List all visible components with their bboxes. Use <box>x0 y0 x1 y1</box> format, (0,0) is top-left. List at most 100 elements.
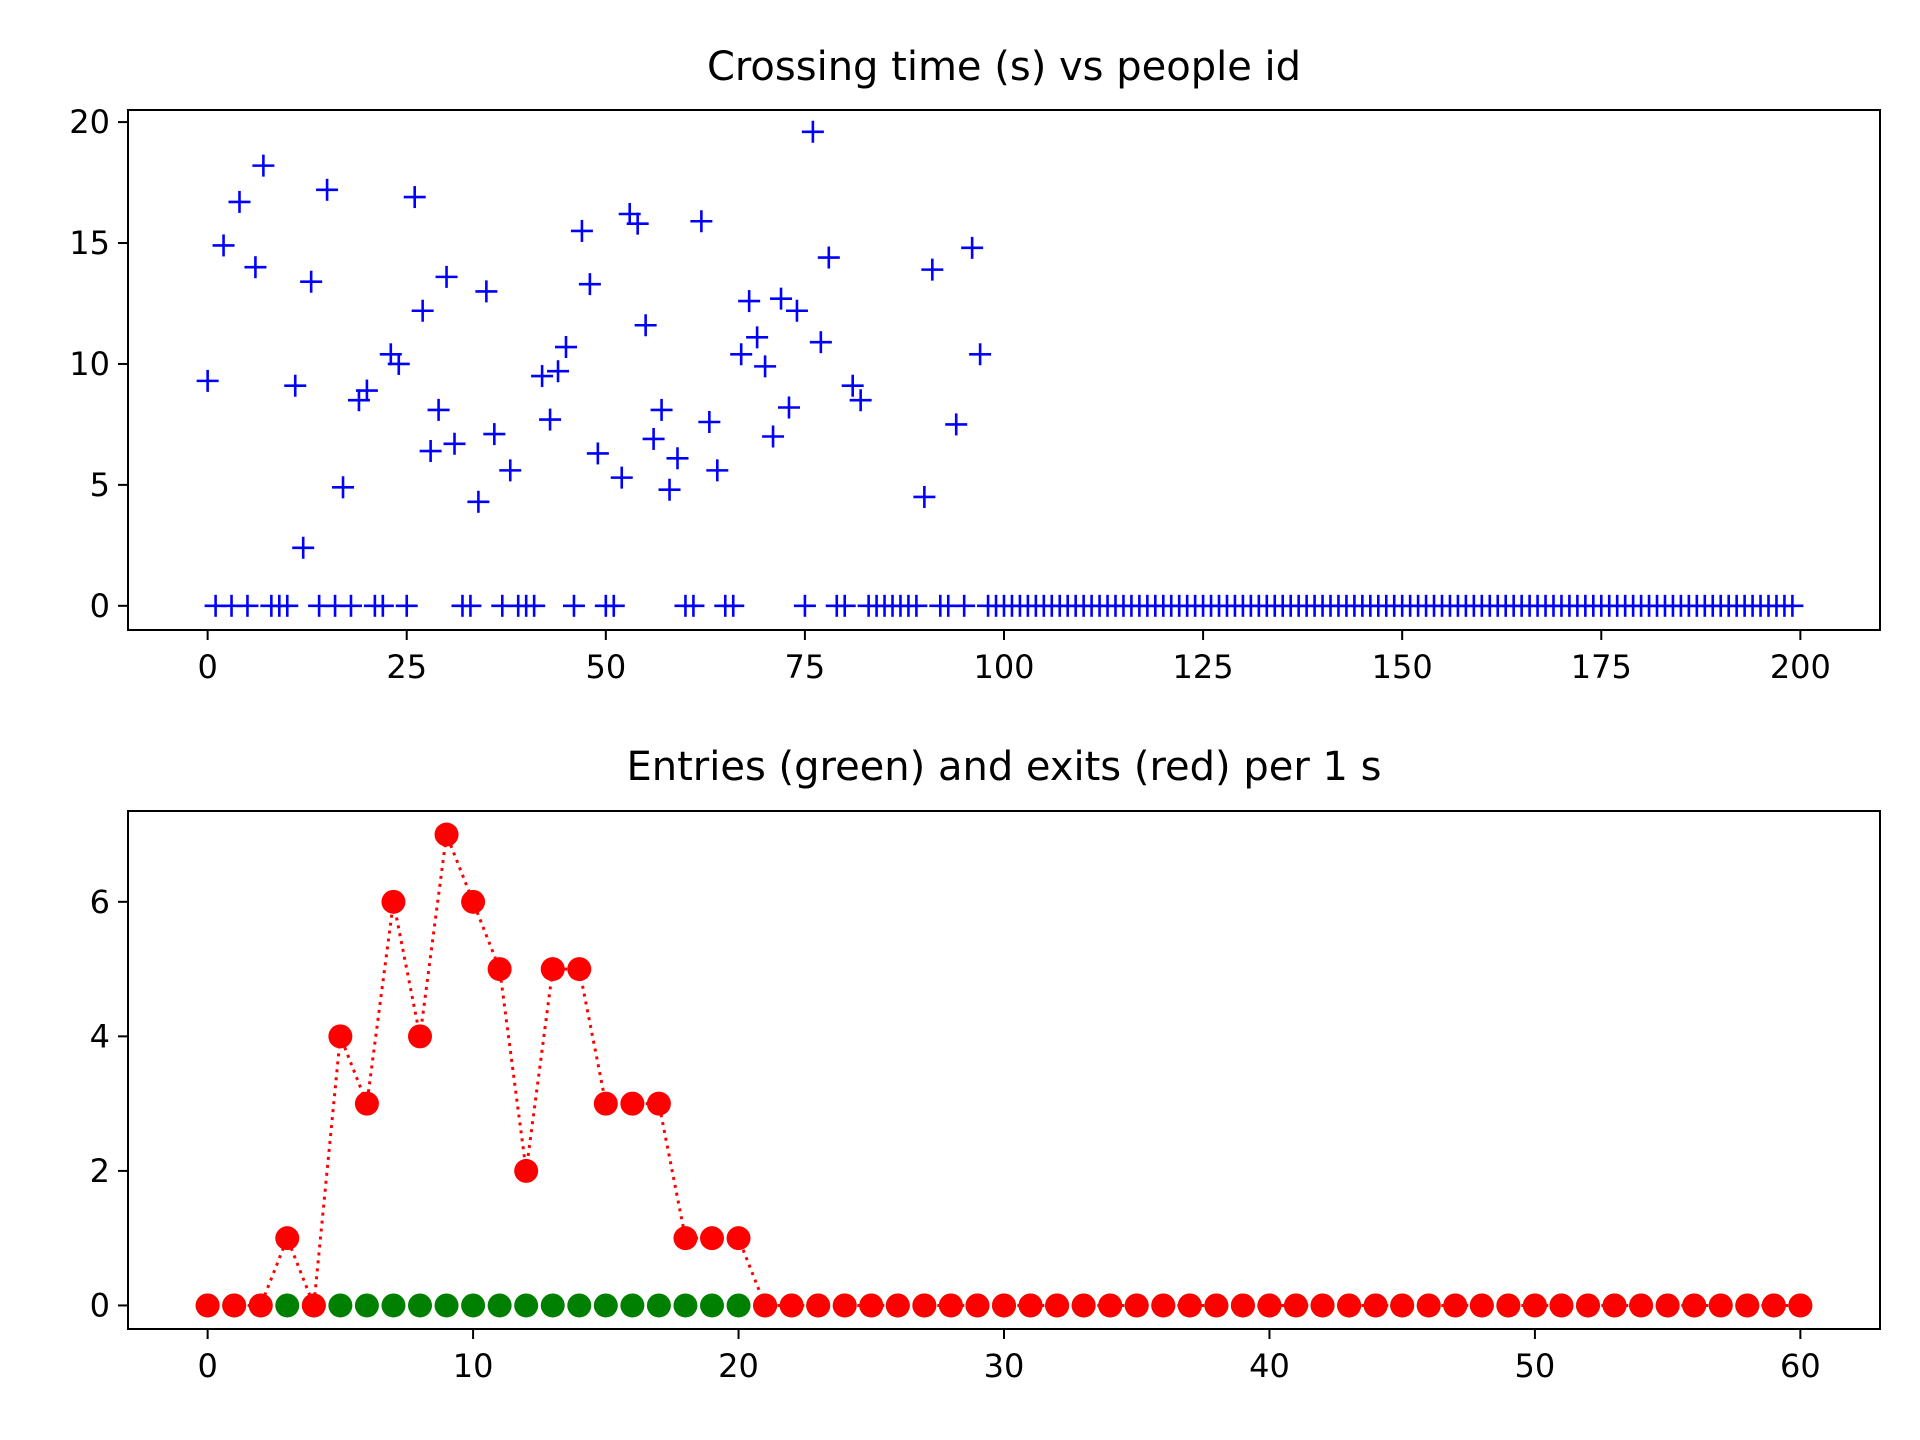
scatter-plot-frame <box>127 109 1881 631</box>
entries-point <box>328 1293 353 1318</box>
scatter-point <box>419 440 442 463</box>
exits-point <box>354 1091 379 1116</box>
scatter-point <box>770 287 793 310</box>
scatter-x-axis: 0 25 50 75 100 125 150 175 200 <box>197 630 1831 686</box>
y-tick-label: 10 <box>69 345 110 383</box>
scatter-y-axis: 0 5 10 15 20 <box>69 103 128 625</box>
exits-point <box>779 1293 804 1318</box>
exits-point <box>1018 1293 1043 1318</box>
scatter-point <box>371 594 394 617</box>
scatter-point <box>523 594 546 617</box>
entries-point <box>700 1293 724 1318</box>
exits-point <box>248 1293 273 1318</box>
exits-point <box>1310 1293 1335 1318</box>
scatter-point <box>539 408 562 431</box>
scatter-point <box>435 265 458 288</box>
x-tick-label: 25 <box>386 648 427 686</box>
entries-point <box>673 1293 698 1318</box>
exits-point <box>1761 1293 1786 1318</box>
scatter-point <box>833 594 856 617</box>
scatter-point <box>706 459 729 482</box>
scatter-point <box>817 246 840 269</box>
scatter-point <box>570 219 593 242</box>
scatter-point <box>682 594 705 617</box>
line-plot-frame <box>127 810 1881 1330</box>
exits-point <box>1124 1293 1149 1318</box>
scatter-point <box>387 352 410 375</box>
scatter-point <box>300 270 323 293</box>
entries-point <box>540 1293 565 1318</box>
exits-point <box>1045 1293 1070 1318</box>
scatter-point <box>332 476 355 499</box>
entries-point <box>275 1293 300 1318</box>
exits-point <box>301 1293 326 1318</box>
scatter-point <box>212 234 235 257</box>
x-tick-label: 75 <box>785 648 826 686</box>
scatter-point <box>849 389 872 412</box>
scatter-point <box>809 331 832 354</box>
exits-point <box>938 1293 963 1318</box>
x-tick-label: 150 <box>1372 648 1433 686</box>
scatter-point <box>762 425 785 448</box>
scatter-point <box>658 478 681 501</box>
exits-point <box>1284 1293 1308 1318</box>
scatter-point <box>642 427 665 450</box>
scatter-point <box>531 365 554 388</box>
exits-point <box>1204 1293 1229 1318</box>
scatter-point <box>499 459 522 482</box>
y-tick-label: 5 <box>90 466 110 504</box>
scatter-point <box>467 490 490 513</box>
scatter-point <box>746 326 769 349</box>
exits-point <box>1549 1293 1574 1318</box>
exits-point <box>1788 1293 1813 1318</box>
exits-point <box>726 1226 751 1251</box>
entries-point <box>620 1293 645 1318</box>
x-tick-label: 50 <box>585 648 626 686</box>
exits-point <box>673 1226 698 1251</box>
x-tick-label: 40 <box>1249 1347 1290 1385</box>
scatter-point <box>754 355 777 378</box>
exits-point <box>1390 1293 1415 1318</box>
x-tick-label: 30 <box>984 1347 1025 1385</box>
scatter-point <box>196 369 219 392</box>
scatter-point <box>555 336 577 359</box>
exits-point <box>1151 1293 1176 1318</box>
line-chart-title: Entries (green) and exits (red) per 1 s <box>626 744 1381 790</box>
exits-point <box>965 1293 990 1318</box>
y-tick-label: 2 <box>90 1152 110 1190</box>
scatter-point <box>690 210 713 233</box>
exits-point <box>381 889 406 914</box>
y-tick-label: 0 <box>90 587 110 625</box>
exits-point <box>1708 1293 1733 1318</box>
entries-point <box>434 1293 459 1318</box>
entries-point <box>567 1293 592 1318</box>
scatter-point <box>777 396 800 419</box>
exits-point <box>700 1226 724 1251</box>
scatter-point <box>610 466 633 489</box>
exits-point <box>1682 1293 1707 1318</box>
exits-point <box>540 957 565 982</box>
exits-point <box>1230 1293 1255 1318</box>
exits-point <box>1735 1293 1760 1318</box>
exits-point <box>1071 1293 1096 1318</box>
exits-point <box>1629 1293 1654 1318</box>
exits-point <box>1416 1293 1441 1318</box>
scatter-point <box>339 594 362 617</box>
scatter-point <box>252 154 275 177</box>
exits-point <box>646 1091 671 1116</box>
line-y-axis: 0 2 4 6 <box>90 883 128 1324</box>
scatter-point <box>316 178 339 201</box>
scatter-point <box>475 280 498 303</box>
scatter-point <box>921 258 944 281</box>
scatter-point <box>698 411 721 433</box>
scatter-point <box>650 398 673 421</box>
x-tick-label: 200 <box>1770 648 1831 686</box>
line-series-markers <box>195 822 1813 1318</box>
exits-point <box>1337 1293 1362 1318</box>
scatter-point <box>411 299 434 322</box>
scatter-point <box>602 594 625 617</box>
scatter-point <box>355 379 378 402</box>
line-x-axis: 0 10 20 30 40 50 60 <box>197 1329 1821 1385</box>
x-tick-label: 0 <box>197 1347 217 1385</box>
